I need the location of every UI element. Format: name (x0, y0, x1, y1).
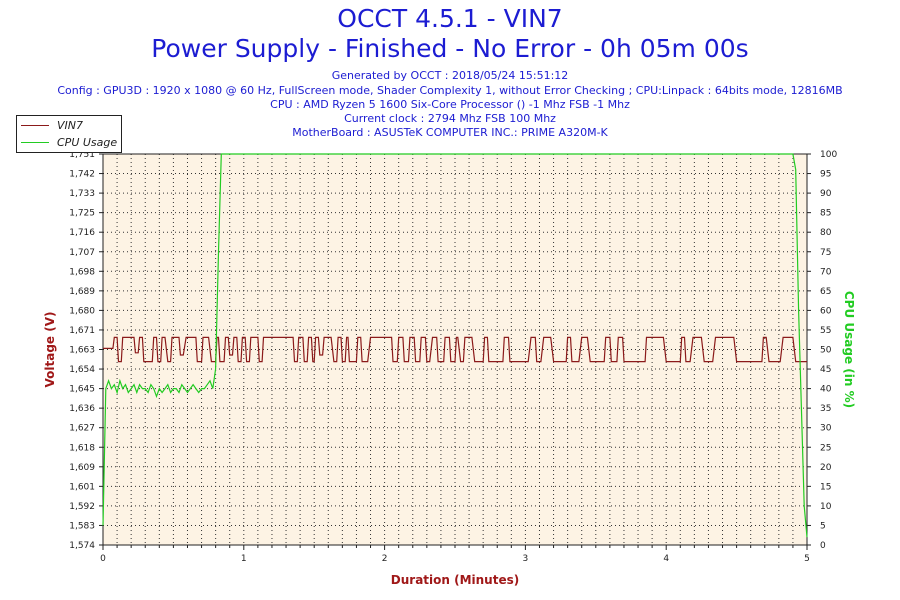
x-tick-label: 0 (100, 554, 106, 564)
motherboard-line: MotherBoard : ASUSTeK COMPUTER INC.: PRI… (292, 126, 608, 139)
y2-tick-label: 45 (820, 365, 831, 375)
y-tick-label: 1,601 (69, 482, 95, 492)
y2-tick-label: 50 (820, 346, 832, 356)
clock-line: Current clock : 2794 Mhz FSB 100 Mhz (344, 112, 556, 125)
legend: VIN7 CPU Usage (16, 115, 122, 153)
legend-label-vin7: VIN7 (57, 118, 83, 132)
x-tick-label: 3 (523, 554, 529, 564)
y-tick-label: 1,636 (69, 404, 95, 414)
generated-line: Generated by OCCT : 2018/05/24 15:51:12 (331, 69, 569, 82)
y-tick-label: 1,725 (69, 209, 95, 219)
y-tick-label: 1,671 (69, 326, 95, 336)
y2-tick-label: 40 (820, 385, 832, 395)
chart-title: OCCT 4.5.1 - VIN7 (337, 4, 563, 33)
y-tick-label: 1,654 (69, 365, 95, 375)
y-tick-label: 1,689 (69, 287, 95, 297)
legend-label-cpu-usage: CPU Usage (57, 135, 118, 149)
y-tick-label: 1,645 (69, 385, 95, 395)
y-tick-label: 1,680 (69, 306, 95, 316)
y-tick-label: 1,618 (69, 443, 95, 453)
vin7-series-line (103, 336, 807, 363)
legend-item-cpu-usage: CPU Usage (21, 134, 117, 150)
y-tick-label: 1,742 (69, 170, 95, 180)
y2-tick-label: 30 (820, 424, 832, 434)
y-axis-label: Voltage (V) (43, 312, 57, 388)
y2-tick-label: 60 (820, 306, 832, 316)
y-tick-label: 1,592 (69, 502, 95, 512)
y2-tick-label: 25 (820, 443, 831, 453)
y2-tick-label: 90 (820, 189, 832, 199)
y2-tick-label: 20 (820, 463, 832, 473)
legend-swatch-vin7 (21, 124, 49, 126)
legend-swatch-cpu-usage (21, 141, 49, 143)
y2-tick-label: 5 (820, 521, 826, 531)
y2-tick-label: 55 (820, 326, 831, 336)
y-tick-label: 1,751 (69, 150, 95, 160)
y2-tick-label: 0 (820, 541, 826, 551)
y-tick-label: 1,716 (69, 228, 95, 238)
x-tick-label: 4 (663, 554, 669, 564)
y-tick-label: 1,627 (69, 424, 95, 434)
y-tick-label: 1,574 (69, 541, 95, 551)
y-tick-label: 1,663 (69, 346, 95, 356)
cpu-usage-series-line (102, 153, 808, 538)
y-tick-label: 1,698 (69, 267, 95, 277)
y2-tick-label: 95 (820, 170, 831, 180)
config-line: Config : GPU3D : 1920 x 1080 @ 60 Hz, Fu… (57, 84, 843, 97)
y2-tick-label: 35 (820, 404, 831, 414)
y2-tick-label: 85 (820, 209, 831, 219)
legend-item-vin7: VIN7 (21, 117, 83, 133)
y-tick-label: 1,733 (69, 189, 95, 199)
x-tick-label: 1 (241, 554, 247, 564)
y2-tick-label: 70 (820, 267, 832, 277)
cpu-line: CPU : AMD Ryzen 5 1600 Six-Core Processo… (270, 98, 630, 111)
x-axis-label: Duration (Minutes) (391, 573, 519, 587)
y2-tick-label: 65 (820, 287, 831, 297)
y-tick-label: 1,609 (69, 463, 95, 473)
y-tick-label: 1,583 (69, 521, 95, 531)
y2-axis-label: CPU Usage (in %) (842, 291, 856, 408)
y2-tick-label: 75 (820, 248, 831, 258)
x-tick-label: 5 (804, 554, 810, 564)
y2-tick-label: 80 (820, 228, 832, 238)
y-tick-label: 1,707 (69, 248, 95, 258)
y2-tick-label: 10 (820, 502, 832, 512)
y2-tick-label: 100 (820, 150, 837, 160)
x-tick-label: 2 (382, 554, 388, 564)
chart-subtitle: Power Supply - Finished - No Error - 0h … (151, 34, 749, 63)
y2-tick-label: 15 (820, 482, 831, 492)
